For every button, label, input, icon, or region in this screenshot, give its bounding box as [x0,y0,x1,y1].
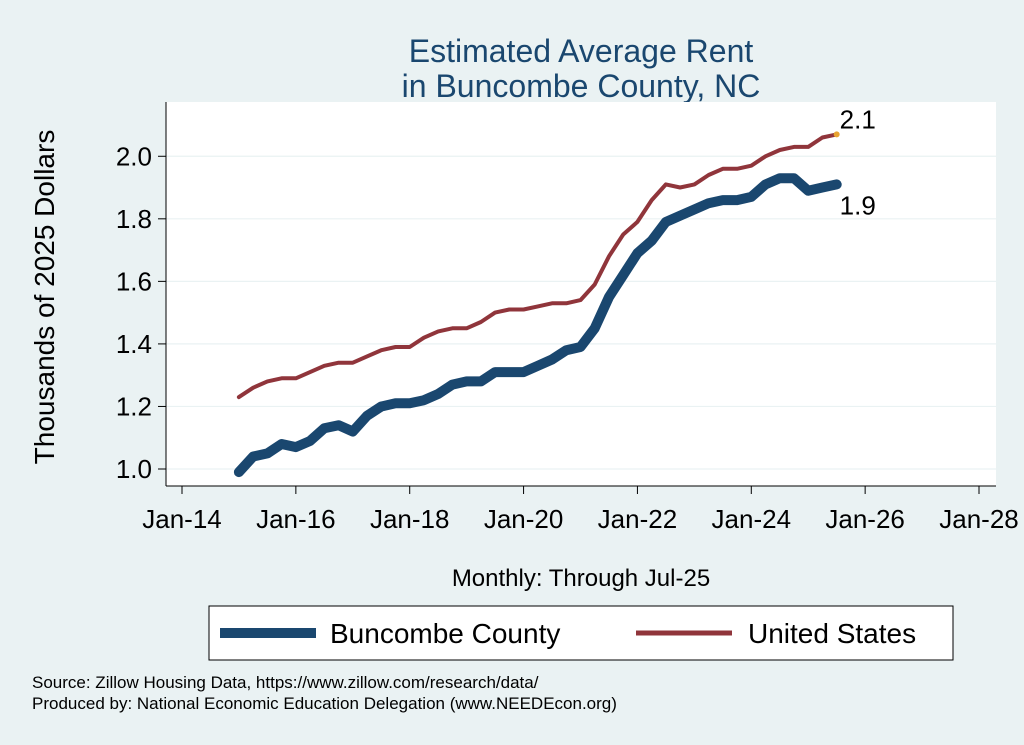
produced-by-note: Produced by: National Economic Education… [32,694,617,713]
x-tick-label: Jan-20 [484,504,564,534]
x-tick-label: Jan-26 [825,504,905,534]
end-label-united-states: 2.1 [840,104,876,134]
x-tick-label: Jan-16 [256,504,336,534]
y-tick-label: 1.8 [116,204,152,234]
y-tick-label: 2.0 [116,141,152,171]
end-labels: 1.9 2.1 [833,104,876,220]
series-lines [233,132,842,478]
x-axis-ticks: Jan-14 Jan-16 Jan-18 Jan-20 Jan-22 Jan-24 Jan-… [142,486,1019,534]
y-tick-label: 1.0 [116,454,152,484]
x-tick-label: Jan-24 [712,504,792,534]
legend-box [208,605,954,661]
legend-label-united-states: United States [748,618,916,649]
x-axis-label: Monthly: Through Jul-25 [452,565,710,592]
series-line-united-states [236,132,839,400]
plot-area [166,102,996,486]
y-tick-label: 1.2 [116,391,152,421]
y-axis-label: Thousands of 2025 Dollars [29,130,60,465]
x-tick-label: Jan-28 [939,504,1019,534]
y-tick-label: 1.6 [116,266,152,296]
x-tick-label: Jan-22 [598,504,678,534]
end-label-buncombe: 1.9 [840,190,876,220]
x-tick-label: Jan-18 [370,504,450,534]
x-tick-label: Jan-14 [142,504,222,534]
series-line-buncombe [233,173,842,478]
legend-label-buncombe: Buncombe County [330,618,560,649]
y-axis-ticks: 1.0 1.2 1.4 1.6 1.8 2.0 [116,141,166,484]
y-tick-label: 1.4 [116,329,152,359]
end-point-marker [833,131,840,138]
chart-title-line-1: Estimated Average Rent [409,33,754,69]
chart-title-line-2: in Buncombe County, NC [402,68,761,104]
source-note: Source: Zillow Housing Data, https://www… [32,673,539,692]
